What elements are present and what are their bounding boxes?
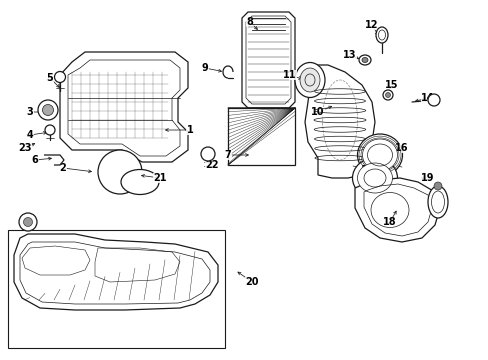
Text: 20: 20 [245, 277, 258, 287]
Text: 8: 8 [246, 17, 253, 27]
Text: 2: 2 [60, 163, 66, 173]
Text: 18: 18 [383, 217, 396, 227]
Ellipse shape [121, 170, 159, 194]
Text: 23: 23 [18, 143, 32, 153]
Ellipse shape [294, 63, 325, 98]
Circle shape [19, 213, 37, 231]
Ellipse shape [357, 163, 392, 193]
Text: 9: 9 [201, 63, 208, 73]
Ellipse shape [375, 27, 387, 43]
Polygon shape [14, 234, 218, 310]
Text: 14: 14 [420, 93, 434, 103]
Text: 22: 22 [205, 160, 218, 170]
Circle shape [23, 217, 32, 226]
Circle shape [54, 72, 65, 82]
Text: 21: 21 [153, 173, 166, 183]
Ellipse shape [357, 134, 402, 176]
Circle shape [201, 147, 215, 161]
Text: 19: 19 [420, 173, 434, 183]
Ellipse shape [362, 139, 397, 171]
Ellipse shape [361, 58, 367, 63]
Circle shape [114, 166, 125, 177]
Circle shape [45, 125, 55, 135]
Text: 16: 16 [394, 143, 408, 153]
Bar [8, 230, 224, 348]
Bar [227, 108, 294, 165]
Ellipse shape [385, 93, 390, 98]
Polygon shape [354, 178, 439, 242]
Polygon shape [242, 12, 294, 108]
Text: 6: 6 [32, 155, 38, 165]
Circle shape [427, 94, 439, 106]
Text: 3: 3 [26, 107, 33, 117]
Text: 15: 15 [385, 80, 398, 90]
Text: 11: 11 [283, 70, 296, 80]
Ellipse shape [299, 68, 319, 92]
Ellipse shape [427, 186, 447, 218]
Circle shape [433, 182, 441, 190]
Ellipse shape [382, 90, 392, 100]
Text: 1: 1 [186, 125, 193, 135]
Ellipse shape [352, 158, 397, 198]
Polygon shape [305, 65, 374, 178]
Text: 10: 10 [311, 107, 324, 117]
Ellipse shape [358, 55, 370, 65]
Circle shape [98, 150, 142, 194]
Text: 13: 13 [343, 50, 356, 60]
Text: 4: 4 [26, 130, 33, 140]
Circle shape [42, 104, 53, 116]
Text: 5: 5 [46, 73, 53, 83]
Text: 12: 12 [365, 20, 378, 30]
Text: 17: 17 [361, 165, 374, 175]
Circle shape [38, 100, 58, 120]
Text: 7: 7 [224, 150, 231, 160]
